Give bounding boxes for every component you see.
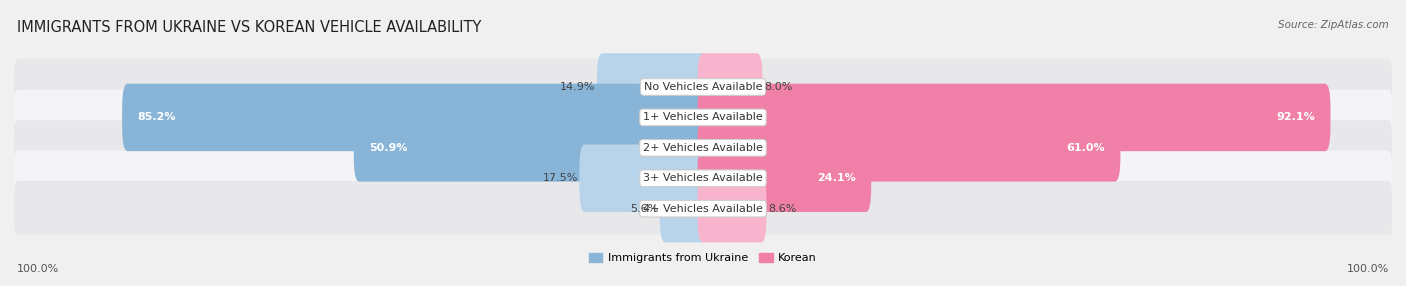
Text: 4+ Vehicles Available: 4+ Vehicles Available (643, 204, 763, 214)
Text: 100.0%: 100.0% (1347, 264, 1389, 274)
Text: 5.6%: 5.6% (630, 204, 658, 214)
Text: 100.0%: 100.0% (17, 264, 59, 274)
Text: 85.2%: 85.2% (138, 112, 176, 122)
Text: IMMIGRANTS FROM UKRAINE VS KOREAN VEHICLE AVAILABILITY: IMMIGRANTS FROM UKRAINE VS KOREAN VEHICL… (17, 20, 481, 35)
Text: 50.9%: 50.9% (370, 143, 408, 153)
Text: 61.0%: 61.0% (1066, 143, 1105, 153)
Legend: Immigrants from Ukraine, Korean: Immigrants from Ukraine, Korean (589, 253, 817, 263)
Text: 1+ Vehicles Available: 1+ Vehicles Available (643, 112, 763, 122)
Text: 17.5%: 17.5% (543, 173, 578, 183)
FancyBboxPatch shape (598, 53, 709, 121)
FancyBboxPatch shape (354, 114, 709, 182)
Text: 24.1%: 24.1% (817, 173, 856, 183)
FancyBboxPatch shape (14, 120, 1392, 176)
Text: 2+ Vehicles Available: 2+ Vehicles Available (643, 143, 763, 153)
FancyBboxPatch shape (697, 114, 1121, 182)
Text: 92.1%: 92.1% (1277, 112, 1315, 122)
FancyBboxPatch shape (697, 84, 1330, 151)
Text: 8.0%: 8.0% (763, 82, 792, 92)
FancyBboxPatch shape (14, 59, 1392, 115)
FancyBboxPatch shape (14, 150, 1392, 206)
Text: 14.9%: 14.9% (560, 82, 596, 92)
FancyBboxPatch shape (697, 144, 872, 212)
FancyBboxPatch shape (14, 181, 1392, 236)
FancyBboxPatch shape (122, 84, 709, 151)
FancyBboxPatch shape (697, 175, 766, 243)
Text: 8.6%: 8.6% (768, 204, 796, 214)
Text: Source: ZipAtlas.com: Source: ZipAtlas.com (1278, 20, 1389, 30)
FancyBboxPatch shape (14, 90, 1392, 145)
FancyBboxPatch shape (659, 175, 709, 243)
Text: No Vehicles Available: No Vehicles Available (644, 82, 762, 92)
Text: 3+ Vehicles Available: 3+ Vehicles Available (643, 173, 763, 183)
FancyBboxPatch shape (579, 144, 709, 212)
FancyBboxPatch shape (697, 53, 762, 121)
